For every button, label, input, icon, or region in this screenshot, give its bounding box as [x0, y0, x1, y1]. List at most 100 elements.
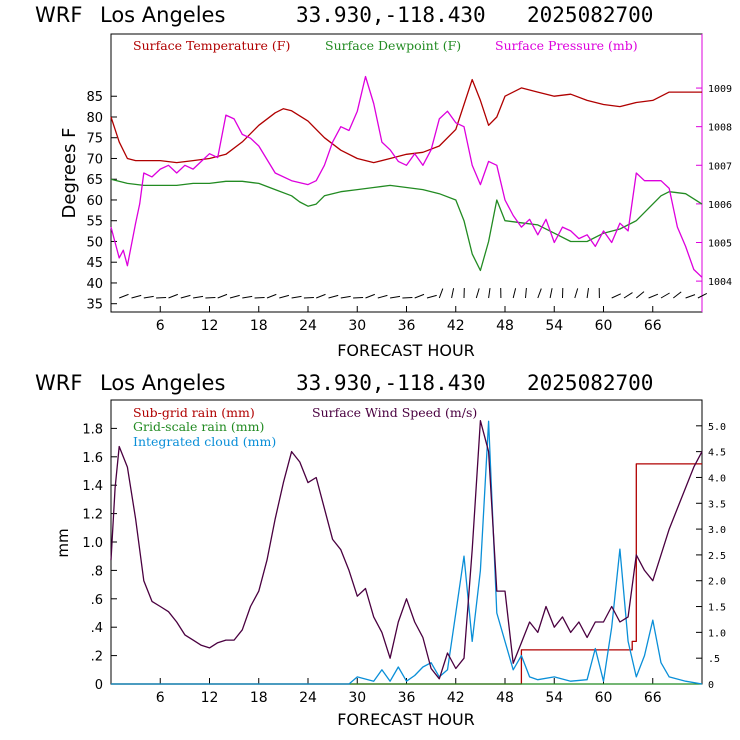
bottom-y2tick-label: 1.0 — [708, 628, 726, 639]
wind-barb — [242, 295, 253, 299]
bottom-ytick-label: .6 — [91, 593, 103, 608]
bottom-y2tick-label: 4.0 — [708, 473, 726, 484]
wind-barb — [635, 291, 645, 299]
wind-barb — [279, 294, 290, 299]
wind-barb — [291, 295, 302, 299]
top-xtick-label: 66 — [644, 318, 662, 334]
bottom-ytick-label: 1.2 — [82, 508, 103, 523]
wind-barb — [365, 293, 375, 299]
bottom-xlabel: FORECAST HOUR — [337, 710, 475, 729]
bottom-xtick-label: 12 — [201, 690, 219, 706]
top-xlabel: FORECAST HOUR — [337, 341, 475, 360]
wind-barb — [475, 288, 480, 299]
top-location-label: Los Angeles — [100, 3, 225, 27]
bottom-panel: WRF Los Angeles 33.930,-118.430 20250827… — [35, 371, 726, 729]
wind-barb — [254, 297, 265, 299]
wind-barb — [328, 294, 339, 299]
wind-barb — [205, 297, 216, 299]
top-xtick-label: 6 — [156, 318, 165, 334]
bottom-y2tick-label: 0 — [708, 680, 714, 691]
bottom-xtick-label: 42 — [447, 690, 465, 706]
bottom-coords-label: 33.930,-118.430 — [296, 371, 486, 395]
bottom-series-lines — [110, 420, 703, 685]
wind-barb — [180, 294, 191, 299]
bottom-y2tick-label: 3.0 — [708, 525, 726, 536]
bottom-xtick-label: 24 — [299, 690, 317, 706]
wind-barb — [119, 293, 129, 299]
top-xtick-label: 48 — [496, 318, 514, 334]
wind-barb — [303, 297, 314, 299]
wind-barb — [402, 297, 413, 299]
bottom-ytick-label: .8 — [91, 564, 103, 579]
top-ytick-label: 35 — [86, 298, 103, 313]
bottom-y2tick-label: 2.5 — [708, 551, 726, 562]
wind-barb — [316, 293, 326, 299]
bottom-xtick-label: 48 — [496, 690, 514, 706]
wind-barb — [193, 295, 204, 299]
top-y2tick-label: 1004 — [708, 277, 732, 288]
top-y2tick-label: 1009 — [708, 84, 732, 95]
wind-barb — [131, 294, 142, 299]
top-ytick-label: 80 — [86, 111, 103, 126]
top-xtick-label: 12 — [201, 318, 219, 334]
wind-barb — [340, 295, 351, 299]
top-ytick-label: 65 — [86, 173, 103, 188]
top-ytick-label: 60 — [86, 194, 103, 209]
bottom-ylabel: mm — [54, 528, 72, 557]
wind-barb — [512, 288, 517, 299]
bottom-xtick-label: 66 — [644, 690, 662, 706]
legend-pressure: Surface Pressure (mb) — [495, 38, 638, 53]
top-ytick-label: 70 — [86, 152, 103, 167]
bottom-ytick-label: 1.0 — [82, 536, 103, 551]
wind-barb — [586, 288, 589, 299]
bottom-ytick-label: 1.4 — [82, 479, 103, 494]
top-ytick-label: 85 — [86, 90, 103, 105]
wind-barb — [685, 294, 696, 299]
top-xtick-label: 18 — [250, 318, 268, 334]
bottom-ytick-label: .4 — [91, 621, 103, 636]
top-ylabel: Degrees F — [59, 128, 80, 219]
wind-barb — [525, 287, 527, 299]
top-axis-ticks: 6 12 18 24 30 36 42 48 54 60 66 35 40 45 50 55 60 65 70 75 8… — [86, 84, 732, 334]
top-y2tick-label: 1007 — [708, 161, 732, 172]
top-ytick-label: 75 — [86, 132, 103, 147]
bottom-xtick-label: 36 — [398, 690, 416, 706]
bottom-run-label: 2025082700 — [527, 371, 653, 395]
bottom-axis-ticks: 6 12 18 24 30 36 42 48 54 60 66 0 .2 .4 .6 .8 1.0 1.2 1.4 1… — [82, 422, 726, 706]
bottom-y2tick-label: 5.0 — [708, 422, 726, 433]
wind-barb — [377, 294, 388, 299]
bottom-ytick-label: 1.8 — [82, 422, 103, 437]
top-xtick-label: 30 — [348, 318, 366, 334]
wind-barb — [697, 292, 708, 299]
top-coords-label: 33.930,-118.430 — [296, 3, 486, 27]
wind-barb — [438, 288, 444, 299]
top-run-label: 2025082700 — [527, 3, 653, 27]
top-xtick-label: 36 — [398, 318, 416, 334]
top-plot-frame — [110, 33, 703, 313]
bottom-series-2 — [111, 420, 703, 685]
bottom-series-0 — [111, 463, 702, 685]
top-y2tick-label: 1005 — [708, 239, 732, 250]
top-series-0 — [110, 78, 702, 164]
bottom-y2tick-label: 2.0 — [708, 577, 726, 588]
wind-barb — [426, 294, 437, 299]
bottom-xtick-label: 60 — [595, 690, 613, 706]
bottom-model-label: WRF — [35, 371, 82, 395]
bottom-series-3 — [110, 420, 703, 680]
top-ytick-label: 40 — [86, 277, 103, 292]
wind-barb — [488, 288, 491, 299]
wind-barb — [217, 293, 228, 299]
bottom-y2tick-label: 1.5 — [708, 603, 726, 614]
wind-barb — [648, 293, 659, 299]
top-panel: WRF Los Angeles 33.930,-118.430 20250827… — [35, 3, 732, 360]
wind-barb — [229, 294, 240, 299]
wind-barb — [414, 293, 425, 299]
wind-barb — [537, 288, 542, 299]
legend-gridscale-rain: Grid-scale rain (mm) — [133, 419, 264, 434]
wind-barb — [623, 292, 633, 299]
top-ytick-label: 45 — [86, 256, 103, 271]
legend-temperature: Surface Temperature (F) — [133, 38, 290, 53]
bottom-xtick-label: 30 — [348, 690, 366, 706]
bottom-y2tick-label: 3.5 — [708, 499, 726, 510]
